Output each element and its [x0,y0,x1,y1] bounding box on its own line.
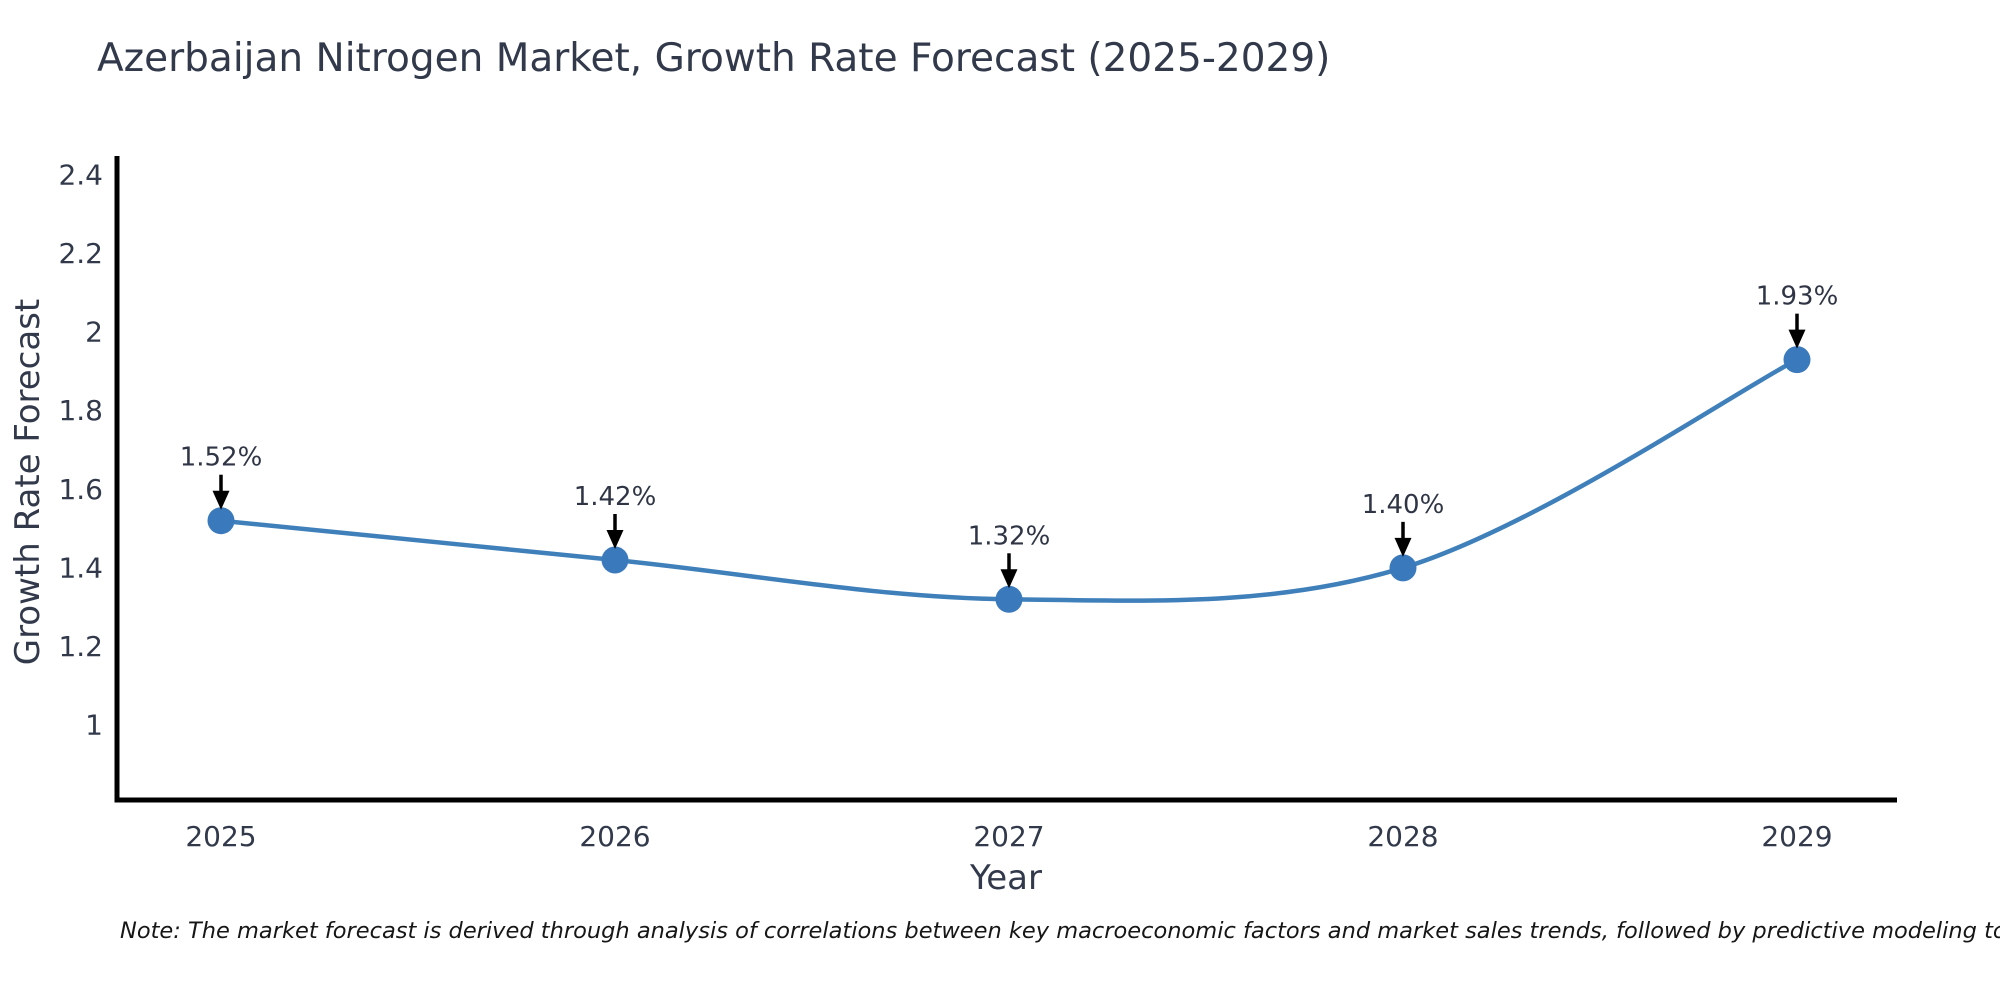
y-axis-label: Growth Rate Forecast [8,298,48,666]
y-tick-label: 1.6 [58,473,103,506]
x-tick-label: 2029 [1761,820,1832,853]
annotation-arrow-head [1394,537,1412,557]
x-axis-label: Year [970,858,1042,898]
y-tick-label: 1.2 [58,630,103,663]
y-tick-label: 2.4 [58,159,103,192]
point-annotation: 1.93% [1756,282,1839,312]
y-tick-label: 1 [85,709,103,742]
point-annotation: 1.52% [180,443,263,473]
data-point [995,585,1023,613]
data-point [207,507,235,535]
annotation-arrow-head [1000,569,1018,589]
x-tick-label: 2028 [1367,820,1438,853]
point-annotation: 1.40% [1362,490,1445,520]
y-tick-label: 1.8 [58,394,103,427]
annotation-arrow-head [606,530,624,549]
y-tick-label: 2 [85,316,103,349]
annotation-arrow-head [1788,329,1806,349]
point-annotation: 1.32% [968,521,1051,551]
data-point [601,546,629,574]
footnote: Note: The market forecast is derived thr… [120,918,2000,944]
x-tick-label: 2027 [973,820,1044,853]
annotation-arrow-head [212,490,230,510]
chart-title: Azerbaijan Nitrogen Market, Growth Rate … [97,36,1331,81]
data-point [1389,554,1417,582]
x-tick-label: 2026 [579,820,650,853]
y-tick-label: 1.4 [58,551,103,584]
y-tick-label: 2.2 [58,237,103,270]
point-annotation: 1.42% [574,482,657,512]
x-tick-label: 2025 [185,820,256,853]
data-point [1783,346,1811,374]
